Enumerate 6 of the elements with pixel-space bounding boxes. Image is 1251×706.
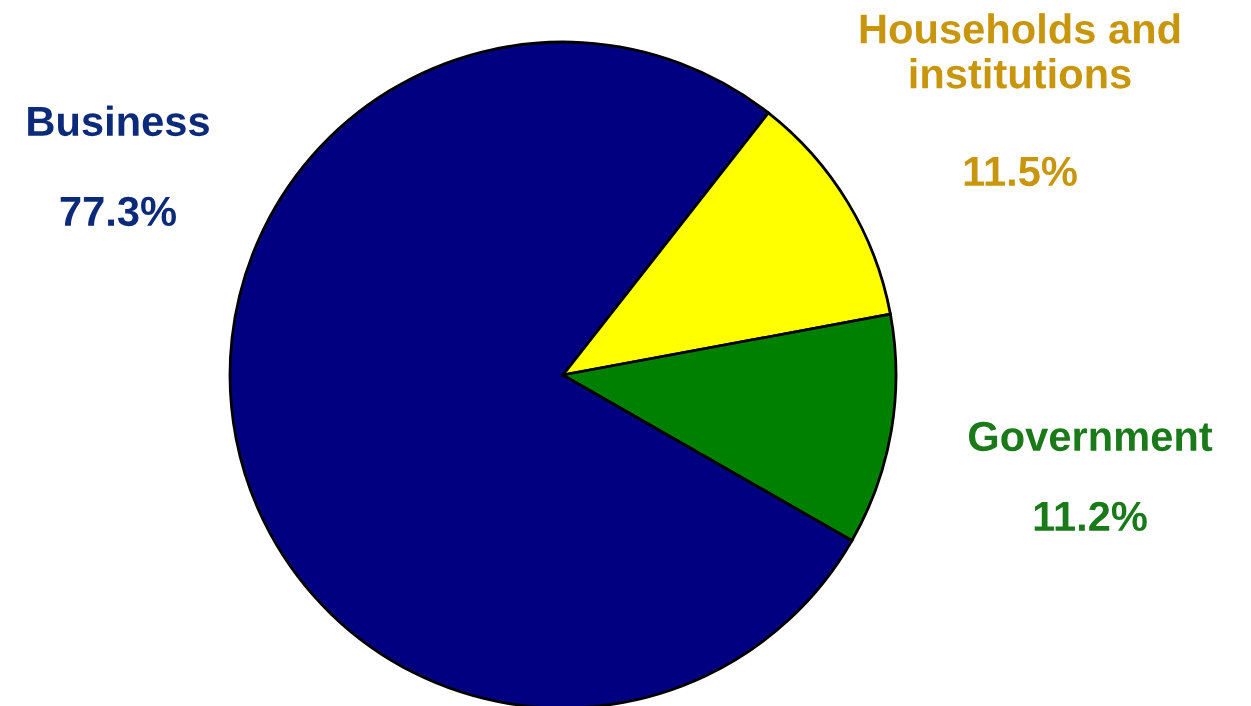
- slice-label: Business: [28, 105, 209, 137]
- slice-label: Households and institutions: [860, 13, 1180, 89]
- slice-label: Government: [969, 421, 1213, 452]
- data-label: 11.5%: [964, 156, 1077, 187]
- data-label: 77.3%: [60, 196, 176, 227]
- data-label: 11.2%: [1034, 501, 1147, 532]
